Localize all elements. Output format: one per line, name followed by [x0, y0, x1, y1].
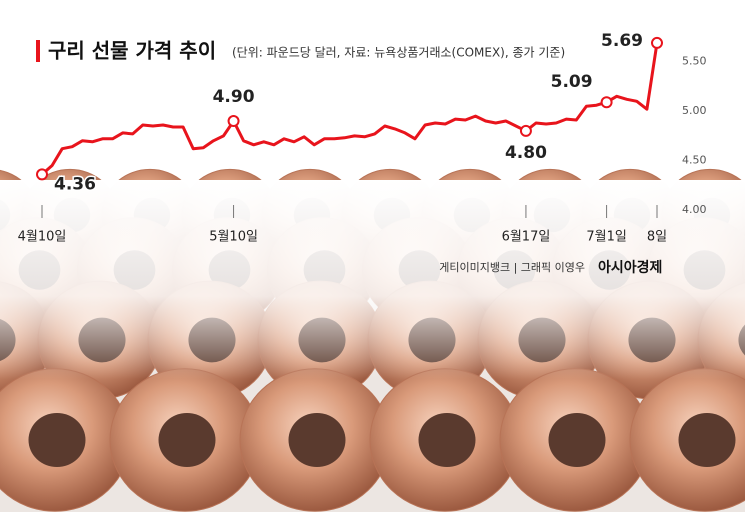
background-coils — [0, 168, 745, 512]
y-tick-label: 5.50 — [682, 55, 707, 68]
x-tick-label: 5월10일 — [209, 230, 258, 245]
value-label: 5.69 — [601, 31, 643, 51]
point-marker — [519, 124, 532, 137]
x-tick-label: 4월10일 — [18, 230, 67, 245]
chart-title: 구리 선물 가격 추이 — [48, 39, 216, 63]
point-marker — [36, 168, 48, 181]
value-label: 5.09 — [551, 72, 593, 92]
source: 게티이미지뱅크 | 그래픽 이영우 — [439, 261, 585, 274]
value-label: 4.80 — [505, 143, 547, 163]
price-line — [41, 42, 659, 176]
point-marker — [651, 36, 663, 49]
chart-subtitle: (단위: 파운드당 달러, 자료: 뉴욕상품거래소(COMEX), 종가 기준) — [232, 46, 565, 60]
value-label: 4.90 — [213, 87, 255, 107]
y-tick-label: 4.50 — [682, 154, 707, 167]
y-tick-label: 4.00 — [682, 203, 707, 216]
point-marker — [600, 96, 613, 109]
y-tick-label: 5.00 — [682, 104, 707, 117]
value-label: 4.36 — [54, 174, 96, 194]
x-tick-label: 8일 — [647, 230, 667, 245]
x-tick-label: 7월1일 — [586, 230, 626, 245]
point-marker — [227, 115, 240, 128]
brand: 아시아경제 — [598, 259, 662, 276]
title-marker — [36, 40, 40, 62]
x-tick-label: 6월17일 — [502, 230, 551, 245]
